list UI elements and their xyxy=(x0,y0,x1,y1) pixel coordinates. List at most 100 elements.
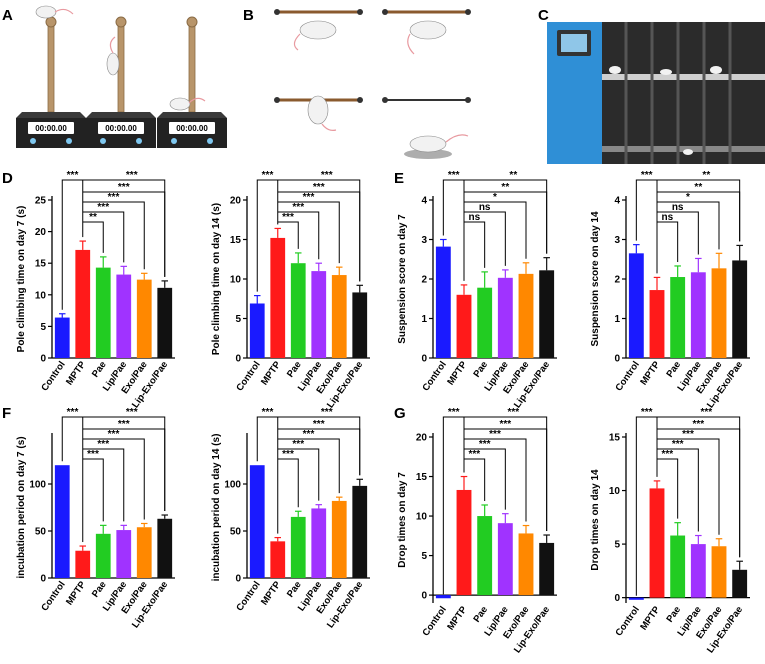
x-tick-label: Pae xyxy=(285,359,304,379)
x-tick-label: MPTP xyxy=(445,359,470,387)
significance-bracket xyxy=(464,448,506,510)
x-tick-label: Control xyxy=(234,579,262,613)
bar-control xyxy=(628,253,644,358)
significance-bracket xyxy=(256,416,361,476)
significance-label: *** xyxy=(499,419,511,430)
y-tick-label: 3 xyxy=(614,235,620,246)
mouse-icon xyxy=(683,149,693,155)
significance-label: *** xyxy=(641,170,653,181)
bar-lip-exo-pae xyxy=(539,270,555,358)
significance-label: *** xyxy=(282,449,294,460)
y-axis-label: Drop times on day 14 xyxy=(590,469,601,571)
y-tick-label: 15 xyxy=(416,472,428,483)
bar-exo-pae xyxy=(518,273,534,358)
y-tick-label: 20 xyxy=(35,227,47,238)
significance-bracket xyxy=(657,221,679,262)
significance-label: *** xyxy=(292,439,304,450)
significance-bracket xyxy=(61,179,166,310)
timer-display: 00:00.00 xyxy=(176,124,208,133)
significance-bracket xyxy=(82,201,145,270)
x-tick-label: Control xyxy=(613,604,641,638)
significance-bracket xyxy=(277,448,320,501)
x-tick-label: Pae xyxy=(90,359,109,379)
significance-label: *** xyxy=(489,429,501,440)
bar-lip-pae xyxy=(116,530,132,578)
significance-label: *** xyxy=(641,407,653,418)
bar-exo-pae xyxy=(711,268,727,358)
bar-lip-exo-pae xyxy=(157,287,173,358)
y-tick-label: 5 xyxy=(614,540,620,551)
bar-exo-pae xyxy=(331,500,347,578)
mouse-icon xyxy=(169,97,191,111)
bar-exo-pae xyxy=(518,533,534,596)
significance-label: *** xyxy=(321,407,333,418)
x-tick-label: MPTP xyxy=(64,359,89,387)
panel-letter-a: A xyxy=(2,7,13,24)
pole-apparatus-1: 00:00.00 xyxy=(16,5,86,148)
bar-mptp xyxy=(270,541,286,578)
significance-label: ns xyxy=(661,212,673,223)
significance-bracket xyxy=(82,211,125,263)
significance-label: ** xyxy=(89,212,97,223)
y-tick-label: 50 xyxy=(230,527,242,538)
significance-label: * xyxy=(686,192,690,203)
mouse-icon xyxy=(409,135,447,153)
bar-lip-exo-pae xyxy=(352,485,368,578)
significance-label: *** xyxy=(67,170,79,181)
bar-mptp xyxy=(649,488,665,598)
bar-mptp xyxy=(456,489,472,596)
x-tick-label: Pae xyxy=(285,579,304,599)
bar-mptp xyxy=(456,294,472,358)
significance-bracket xyxy=(657,211,699,255)
y-tick-label: 25 xyxy=(35,196,47,207)
bar-lip-exo-pae xyxy=(732,569,748,598)
significance-label: *** xyxy=(292,202,304,213)
y-axis-label: incubation period on day 7 (s) xyxy=(16,436,27,578)
panel-letter-g: G xyxy=(394,405,406,422)
significance-label: *** xyxy=(97,202,109,213)
bar-pae xyxy=(670,277,686,358)
y-tick-label: 0 xyxy=(614,593,620,604)
chart-d1: 0 5 10 15 20 25 Pole climbing time on day 7 (s… xyxy=(16,170,175,410)
x-tick-label: Control xyxy=(39,359,67,393)
x-tick-label: Control xyxy=(420,604,448,638)
significance-label: ns xyxy=(479,202,491,213)
x-tick-label: MPTP xyxy=(259,579,284,607)
significance-bracket xyxy=(464,458,486,501)
significance-bracket xyxy=(657,458,679,519)
y-tick-label: 0 xyxy=(235,354,241,365)
mouse-icon xyxy=(409,20,447,40)
significance-label: *** xyxy=(700,407,712,418)
bar-control xyxy=(435,246,451,358)
y-tick-label: 100 xyxy=(29,480,46,491)
significance-bracket xyxy=(635,416,741,596)
mouse-icon xyxy=(106,52,120,76)
significance-label: ** xyxy=(702,170,710,181)
chart-e1: 0 1 2 3 4 Suspension score on day 7 ControlMPT… xyxy=(397,170,557,410)
significance-label: *** xyxy=(661,449,673,460)
significance-bracket xyxy=(277,438,340,494)
significance-bracket xyxy=(657,201,720,250)
mouse-icon xyxy=(35,5,57,19)
significance-bracket xyxy=(464,211,506,266)
x-tick-label: MPTP xyxy=(64,579,89,607)
significance-label: *** xyxy=(126,170,138,181)
x-tick-label: MPTP xyxy=(445,604,470,632)
y-axis-label: Pole climbing time on day 7 (s) xyxy=(16,206,27,353)
significance-bracket xyxy=(82,448,125,522)
y-tick-label: 20 xyxy=(416,433,428,444)
y-axis-label: Drop times on day 7 xyxy=(397,472,408,568)
bar-exo-pae xyxy=(711,546,727,598)
y-tick-label: 2 xyxy=(614,275,620,286)
significance-bracket xyxy=(256,179,361,292)
significance-label: *** xyxy=(468,449,480,460)
pole-apparatus-2: 00:00.00 xyxy=(86,16,156,148)
latency-apparatus-illustration xyxy=(547,22,765,164)
pole-test-illustration: 00:00.00 00:00.00 00:00.00 xyxy=(16,5,227,148)
bar-lip-pae xyxy=(497,277,513,358)
bar-mptp xyxy=(75,249,91,358)
x-tick-label: Control xyxy=(39,579,67,613)
x-tick-label: Pae xyxy=(664,604,683,624)
